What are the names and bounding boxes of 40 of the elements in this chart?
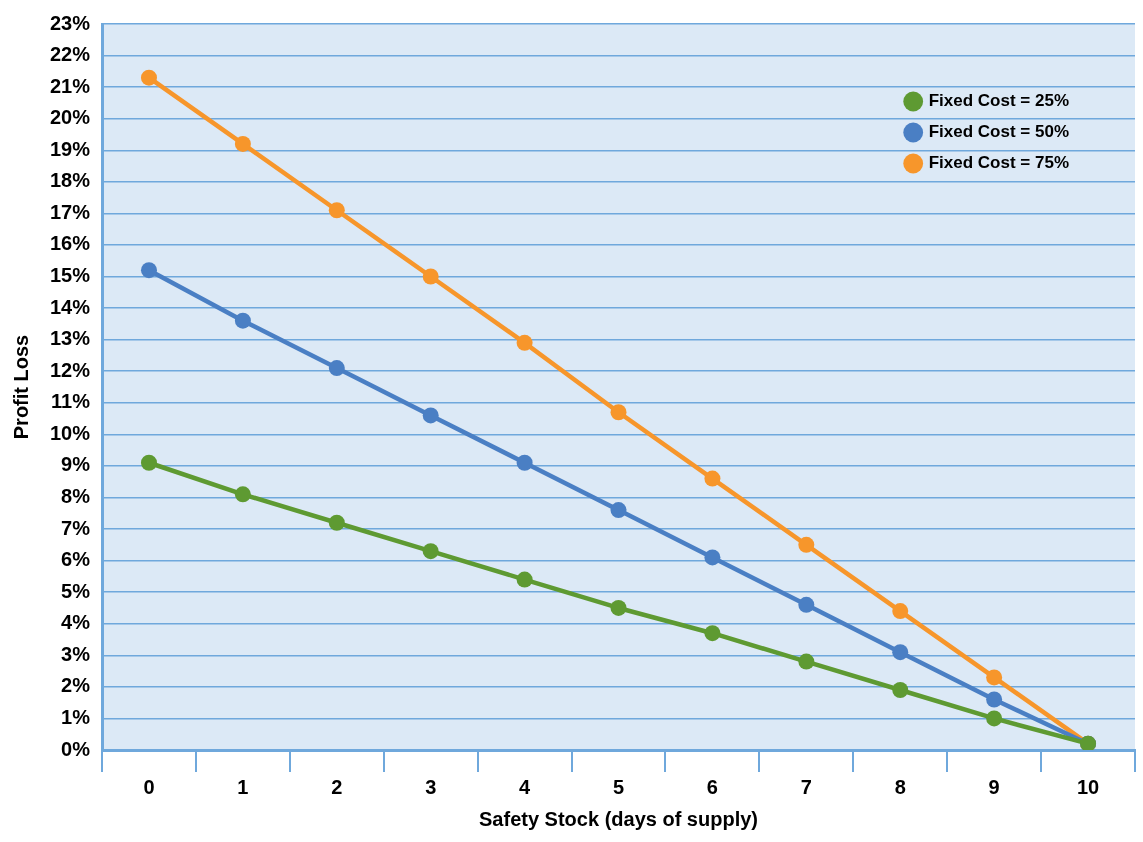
y-tick-label: 3% bbox=[61, 642, 91, 665]
y-tick-label: 0% bbox=[61, 737, 91, 760]
y-tick-label: 20% bbox=[50, 106, 91, 129]
x-tick-label: 0 bbox=[143, 775, 155, 798]
y-tick-label: 22% bbox=[50, 43, 91, 66]
x-tick-label: 9 bbox=[988, 775, 1000, 798]
y-tick-label: 10% bbox=[50, 421, 91, 444]
y-tick-label: 14% bbox=[50, 295, 91, 318]
y-tick-label: 19% bbox=[50, 137, 91, 160]
x-tick-label: 10 bbox=[1076, 775, 1100, 798]
x-tick-label: 7 bbox=[800, 775, 812, 798]
y-tick-label: 18% bbox=[50, 169, 91, 192]
y-tick-label: 12% bbox=[50, 358, 91, 381]
x-tick-label: 8 bbox=[894, 775, 906, 798]
y-tick-label: 2% bbox=[61, 674, 91, 697]
x-tick-label: 5 bbox=[612, 775, 625, 798]
y-tick-label: 23% bbox=[50, 11, 91, 34]
y-tick-label: 1% bbox=[61, 705, 91, 728]
y-tick-label: 15% bbox=[50, 264, 91, 287]
x-tick-label: 1 bbox=[237, 775, 249, 798]
x-tick-label: 4 bbox=[519, 775, 532, 798]
y-tick-label: 11% bbox=[51, 390, 91, 413]
y-tick-label: 16% bbox=[50, 232, 91, 255]
y-tick-label: 4% bbox=[61, 611, 91, 634]
y-tick-label: 5% bbox=[61, 579, 91, 602]
y-tick-label: 7% bbox=[61, 516, 91, 539]
legend-label: Fixed Cost = 50% bbox=[928, 122, 1070, 142]
x-tick-label: 3 bbox=[425, 775, 437, 798]
y-axis-title: Profit Loss bbox=[9, 334, 32, 440]
x-axis-title: Safety Stock (days of supply) bbox=[479, 807, 758, 830]
y-tick-label: 8% bbox=[61, 484, 91, 507]
y-tick-label: 6% bbox=[61, 548, 91, 571]
legend-label: Fixed Cost = 25% bbox=[928, 91, 1070, 111]
legend-label: Fixed Cost = 75% bbox=[928, 153, 1070, 173]
x-tick-label: 2 bbox=[331, 775, 343, 798]
y-tick-label: 21% bbox=[50, 74, 91, 97]
y-tick-label: 13% bbox=[50, 327, 91, 350]
y-tick-label: 17% bbox=[50, 200, 91, 223]
y-tick-label: 9% bbox=[61, 453, 91, 476]
x-tick-label: 6 bbox=[706, 775, 718, 798]
